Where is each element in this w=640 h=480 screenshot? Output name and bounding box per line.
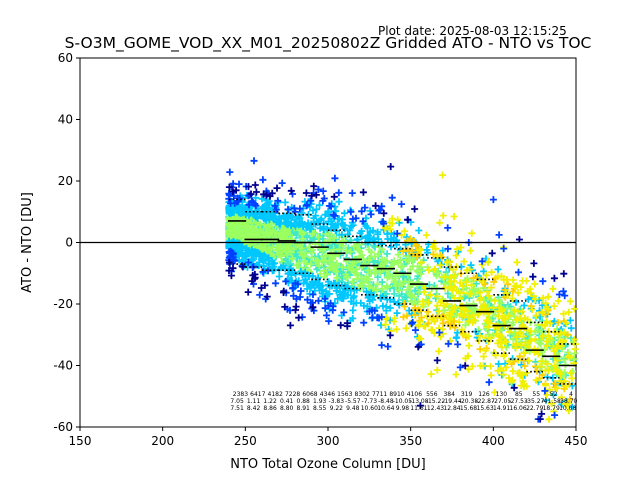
bin-stat-value: 52 <box>550 391 558 398</box>
bin-stat-value: 9.22 <box>330 405 344 412</box>
bin-stat-value: 10.08 <box>559 405 576 412</box>
bin-stat-value: -13.08 <box>409 398 429 405</box>
bin-stat-value: 4346 <box>320 391 335 398</box>
bin-stat-value: 10.64 <box>377 405 394 412</box>
bin-stat-value: 1.22 <box>263 398 277 405</box>
scatter-marker-group <box>381 171 579 423</box>
bin-stat-value: -20.38 <box>459 398 479 405</box>
bin-stat-value: -19.44 <box>442 398 462 405</box>
bin-stat-value: 4106 <box>407 391 422 398</box>
bin-stat-value: -15.22 <box>426 398 446 405</box>
bin-stat-value: 12.84 <box>443 405 460 412</box>
scatter-marker-group <box>225 163 568 423</box>
bin-stat-value: 22.79 <box>526 405 543 412</box>
bin-stat-value: 0.88 <box>297 398 311 405</box>
bin-stat-value: 9.98 <box>396 405 410 412</box>
bin-stat-value: 4182 <box>268 391 283 398</box>
y-tick-label: -20 <box>53 297 73 311</box>
bin-stat-value: 7.05 <box>230 398 244 405</box>
bin-stat-value: 126 <box>478 391 490 398</box>
bin-stat-value: 6068 <box>302 391 317 398</box>
bin-stat-value: 8302 <box>355 391 370 398</box>
bin-stat-value: -27.05 <box>492 398 512 405</box>
bin-stats-layer <box>227 198 577 385</box>
chart-title: S-O3M_GOME_VOD_XX_M01_20250802Z Gridded … <box>64 34 592 52</box>
bin-stat-value: 7711 <box>372 391 387 398</box>
bin-stat-value: 556 <box>426 391 438 398</box>
bin-stat-value: 18.79 <box>543 405 560 412</box>
bin-stat-value: -7.73 <box>362 398 378 405</box>
bin-stat-value: 2383 <box>233 391 248 398</box>
x-tick-label: 350 <box>399 434 422 448</box>
bin-stat-value: -22.87 <box>475 398 495 405</box>
x-tick-label: 300 <box>317 434 340 448</box>
bin-stat-value: 16.06 <box>510 405 527 412</box>
bin-stat-value: 1563 <box>337 391 352 398</box>
bin-stat-value: 319 <box>461 391 473 398</box>
x-axis-label: NTO Total Ozone Column [DU] <box>230 457 426 472</box>
bin-stat-value: -38.70 <box>558 398 578 405</box>
x-tick-label: 200 <box>151 434 174 448</box>
y-tick-label: 20 <box>58 174 73 188</box>
bin-stat-value: -35.27 <box>525 398 545 405</box>
y-axis-label: ATO - NTO [DU] <box>20 192 35 293</box>
bin-stat-value: 7228 <box>285 391 300 398</box>
bin-stat-value: 12.43 <box>427 405 444 412</box>
bin-stat-value: 384 <box>443 391 455 398</box>
bin-stat-value: 15.68 <box>460 405 477 412</box>
bin-stat-value: -5.57 <box>345 398 361 405</box>
bin-stat-value: 8.86 <box>263 405 277 412</box>
bin-stat-value: 11.61 <box>410 405 427 412</box>
bin-stat-value: 7.51 <box>230 405 244 412</box>
bin-stat-value: 9.48 <box>346 405 360 412</box>
y-tick-label: 0 <box>65 236 73 250</box>
bin-stat-value: 8910 <box>389 391 404 398</box>
scatter-marker-group <box>399 235 574 403</box>
bin-stat-value: 55 <box>532 391 540 398</box>
plot-area: 2383 6417 4182 7228 6068 4346 1563 8302 7711 8910… <box>79 57 579 428</box>
bin-stat-value: 8.91 <box>297 405 311 412</box>
x-tick-label: 450 <box>565 434 588 448</box>
bin-stat-value: 8.80 <box>280 405 294 412</box>
bin-stat-value: 1.93 <box>313 398 327 405</box>
x-axis-ticks: 150 200 250 300 350 400 450 <box>69 427 588 448</box>
x-tick-label: 400 <box>482 434 505 448</box>
bin-stat-value: 6417 <box>250 391 265 398</box>
bin-stats-text: 2383 6417 4182 7228 6068 4346 1563 8302 7711 8910… <box>230 391 577 412</box>
bin-stat-value: 10.60 <box>361 405 378 412</box>
bin-stat-value: 1.11 <box>247 398 261 405</box>
bin-stat-value: 85 <box>515 391 523 398</box>
y-tick-label: -40 <box>53 359 73 373</box>
x-tick-label: 150 <box>69 434 92 448</box>
bin-stat-value: 0.41 <box>280 398 294 405</box>
x-tick-label: 250 <box>234 434 257 448</box>
y-tick-label: 60 <box>58 51 73 65</box>
bin-stat-value: -41.58 <box>542 398 562 405</box>
y-tick-label: -60 <box>53 420 73 434</box>
points-layer <box>225 157 579 423</box>
bin-stat-value: 8.42 <box>247 405 261 412</box>
y-tick-label: 40 <box>58 113 73 127</box>
bin-stat-value: 15.63 <box>477 405 494 412</box>
scatter-marker-group <box>225 157 569 423</box>
bin-stat-value: -27.53 <box>508 398 528 405</box>
bin-stat-value: -3.83 <box>329 398 345 405</box>
bin-stat-value: 4 <box>569 391 573 398</box>
bin-stat-value: -8.48 <box>378 398 394 405</box>
bin-stat-value: 14.91 <box>493 405 510 412</box>
plot-date: Plot date: 2025-08-03 12:15:25 <box>378 24 567 38</box>
bin-stat-value: 130 <box>496 391 508 398</box>
y-axis-ticks: 60 40 20 0 -20 -40 -60 <box>53 51 80 434</box>
bin-stat-value: 8.55 <box>313 405 327 412</box>
bin-stat-value: -10.05 <box>393 398 413 405</box>
